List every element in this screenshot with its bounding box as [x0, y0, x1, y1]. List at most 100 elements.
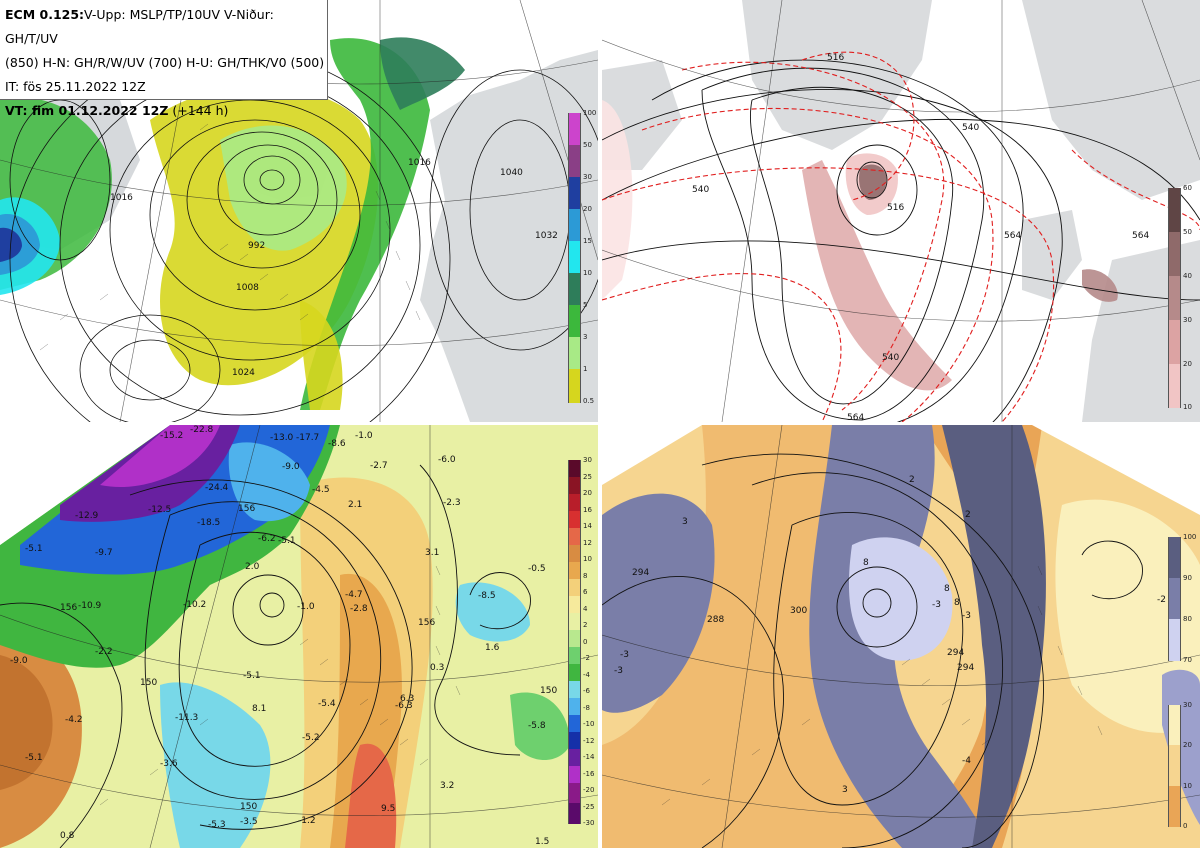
moist-east-dark [942, 425, 1046, 848]
gh-label: 150 [140, 678, 157, 688]
temp-tick: 6 [583, 588, 588, 596]
precip-tick: 30 [583, 173, 592, 181]
temp-label: -0.5 [528, 564, 546, 574]
humidity-contour-labels: 3 2 2 8 8 -3 8 -2 -3 -3 300 288 294 294 … [614, 475, 1166, 795]
temperature-legend: 30 25 20 16 14 12 10 8 6 4 2 0 -2 -4 -6 … [568, 456, 598, 827]
vertical-velocity-legend-swatch-1 [1168, 745, 1181, 786]
contour-label-564-c: 564 [847, 413, 864, 422]
contour-label: 8 [863, 558, 869, 568]
contour-label: 294 [957, 663, 974, 673]
velocity-tick: 0 [1183, 822, 1188, 830]
temp-tick: -4 [583, 670, 590, 679]
precip-legend: 100 50 30 20 15 10 5 3 1 0.5 [568, 109, 598, 405]
temp-label: -9.0 [282, 462, 300, 472]
temp-label: -24.4 [205, 483, 229, 493]
graticule [602, 425, 1200, 848]
temp-tick: -14 [583, 753, 595, 761]
moist-center-light [848, 537, 953, 661]
scandinavia-land [1022, 0, 1200, 200]
humidity-legend: 100 90 80 70 [1168, 533, 1198, 664]
temp-label: 3.2 [440, 781, 454, 791]
temp-label: -18.5 [197, 518, 220, 528]
temp-label: 9.5 [381, 804, 395, 814]
vorticity-tick: 40 [1183, 272, 1192, 280]
temperature-legend-swatch-5 [568, 545, 581, 562]
temp-label: 8.1 [252, 704, 266, 714]
precip-tick: 1 [583, 365, 588, 373]
vertical-velocity-legend: 30 20 10 0 [1168, 701, 1198, 830]
gh-label: 156 [238, 504, 255, 514]
precip-green-band [300, 38, 430, 410]
temp-label: -12.9 [75, 511, 99, 521]
precip-tick: 15 [583, 237, 592, 245]
isobar-label-1016: 1016 [110, 193, 133, 203]
contour-label: 3 [842, 785, 848, 795]
domain-mask-left [602, 425, 702, 485]
temp-label: 1.5 [535, 837, 549, 847]
vorticity-center-dark [859, 164, 887, 200]
precip-legend-swatch-2 [568, 177, 581, 209]
humidity-tick: 90 [1183, 574, 1192, 582]
humidity-tick: 70 [1183, 656, 1192, 664]
temp-label: 0.3 [430, 663, 444, 673]
gh-label: 150 [540, 686, 557, 696]
temp-label: 2.0 [245, 562, 260, 572]
precip-legend-swatch-1 [568, 145, 581, 177]
temp-label: 1.6 [485, 643, 500, 653]
panel-700hpa-humidity: 3 2 2 8 8 -3 8 -2 -3 -3 300 288 294 294 … [602, 425, 1200, 848]
temperature-legend-swatch-2 [568, 494, 581, 511]
velocity-tick: 10 [1183, 782, 1192, 790]
thickness-contours [602, 51, 1200, 422]
vorticity-tick: 10 [1183, 403, 1192, 411]
gh700-contours [602, 453, 1143, 848]
temp-label: -9.0 [10, 656, 28, 666]
temp-label: -2.2 [95, 647, 113, 657]
contour-label: -3 [620, 650, 629, 660]
temp-label: -4.7 [345, 590, 363, 600]
contour-label: 294 [947, 648, 964, 658]
contour-label: 3 [682, 517, 688, 527]
temperature-legend-swatch-7 [568, 579, 581, 596]
contour-label: 300 [790, 606, 807, 616]
graticule [602, 0, 1200, 422]
temp-tick: -2 [583, 654, 590, 662]
contour-label: -3 [614, 666, 623, 676]
temp-tick: 8 [583, 571, 588, 580]
temp-label: -10.2 [183, 600, 206, 610]
contour-label: -4 [962, 756, 971, 766]
precip-legend-swatch-0 [568, 113, 581, 145]
gh-label: 156 [418, 618, 435, 628]
mslp-precip-map: 992 1008 1016 1032 1040 1024 1016 [0, 0, 598, 422]
gh-label: 156 [60, 603, 77, 613]
temp-label: -1.2 [298, 816, 316, 826]
temp-label: -4.5 [312, 485, 330, 495]
contour-label: 294 [632, 568, 649, 578]
domain-mask [0, 425, 170, 545]
temp-label: -11.3 [175, 713, 198, 723]
temp-label: -2.7 [370, 461, 388, 471]
precip-legend-swatch-5 [568, 273, 581, 305]
geopotential-500-map: 516 516 540 540 564 564 540 564 [602, 0, 1200, 422]
geopotential-contours [602, 59, 1200, 422]
contour-label-564-b: 564 [1132, 231, 1149, 241]
contour-label: 8 [954, 598, 960, 608]
temp-tick: -25 [583, 802, 595, 811]
temperature-legend-swatch-12 [568, 664, 581, 681]
greenland-land [742, 0, 932, 150]
vorticity-legend-swatch-4 [1168, 364, 1181, 408]
vorticity-legend-swatch-0 [1168, 188, 1181, 232]
precip-legend-swatch-8 [568, 369, 581, 403]
model-label: ECM 0.125: [5, 7, 85, 22]
temp-label: 3.1 [425, 548, 439, 558]
humidity-legend-swatch-2 [1168, 619, 1181, 661]
temp-label: -13.0 [270, 433, 294, 443]
precip-dark-green-area [380, 37, 465, 111]
precip-dark-blue-area [0, 227, 22, 262]
panel-500hpa: 516 516 540 540 564 564 540 564 60 50 40… [602, 0, 1200, 422]
contour-label: 8 [944, 584, 950, 594]
vorticity-band [802, 160, 952, 391]
precip-tick: 100 [583, 109, 597, 117]
temp-tick: 25 [583, 472, 592, 481]
forecast-info-box: ECM 0.125:V-Upp: MSLP/TP/10UV V-Niður: G… [0, 0, 328, 118]
temp-red-core [345, 743, 397, 848]
